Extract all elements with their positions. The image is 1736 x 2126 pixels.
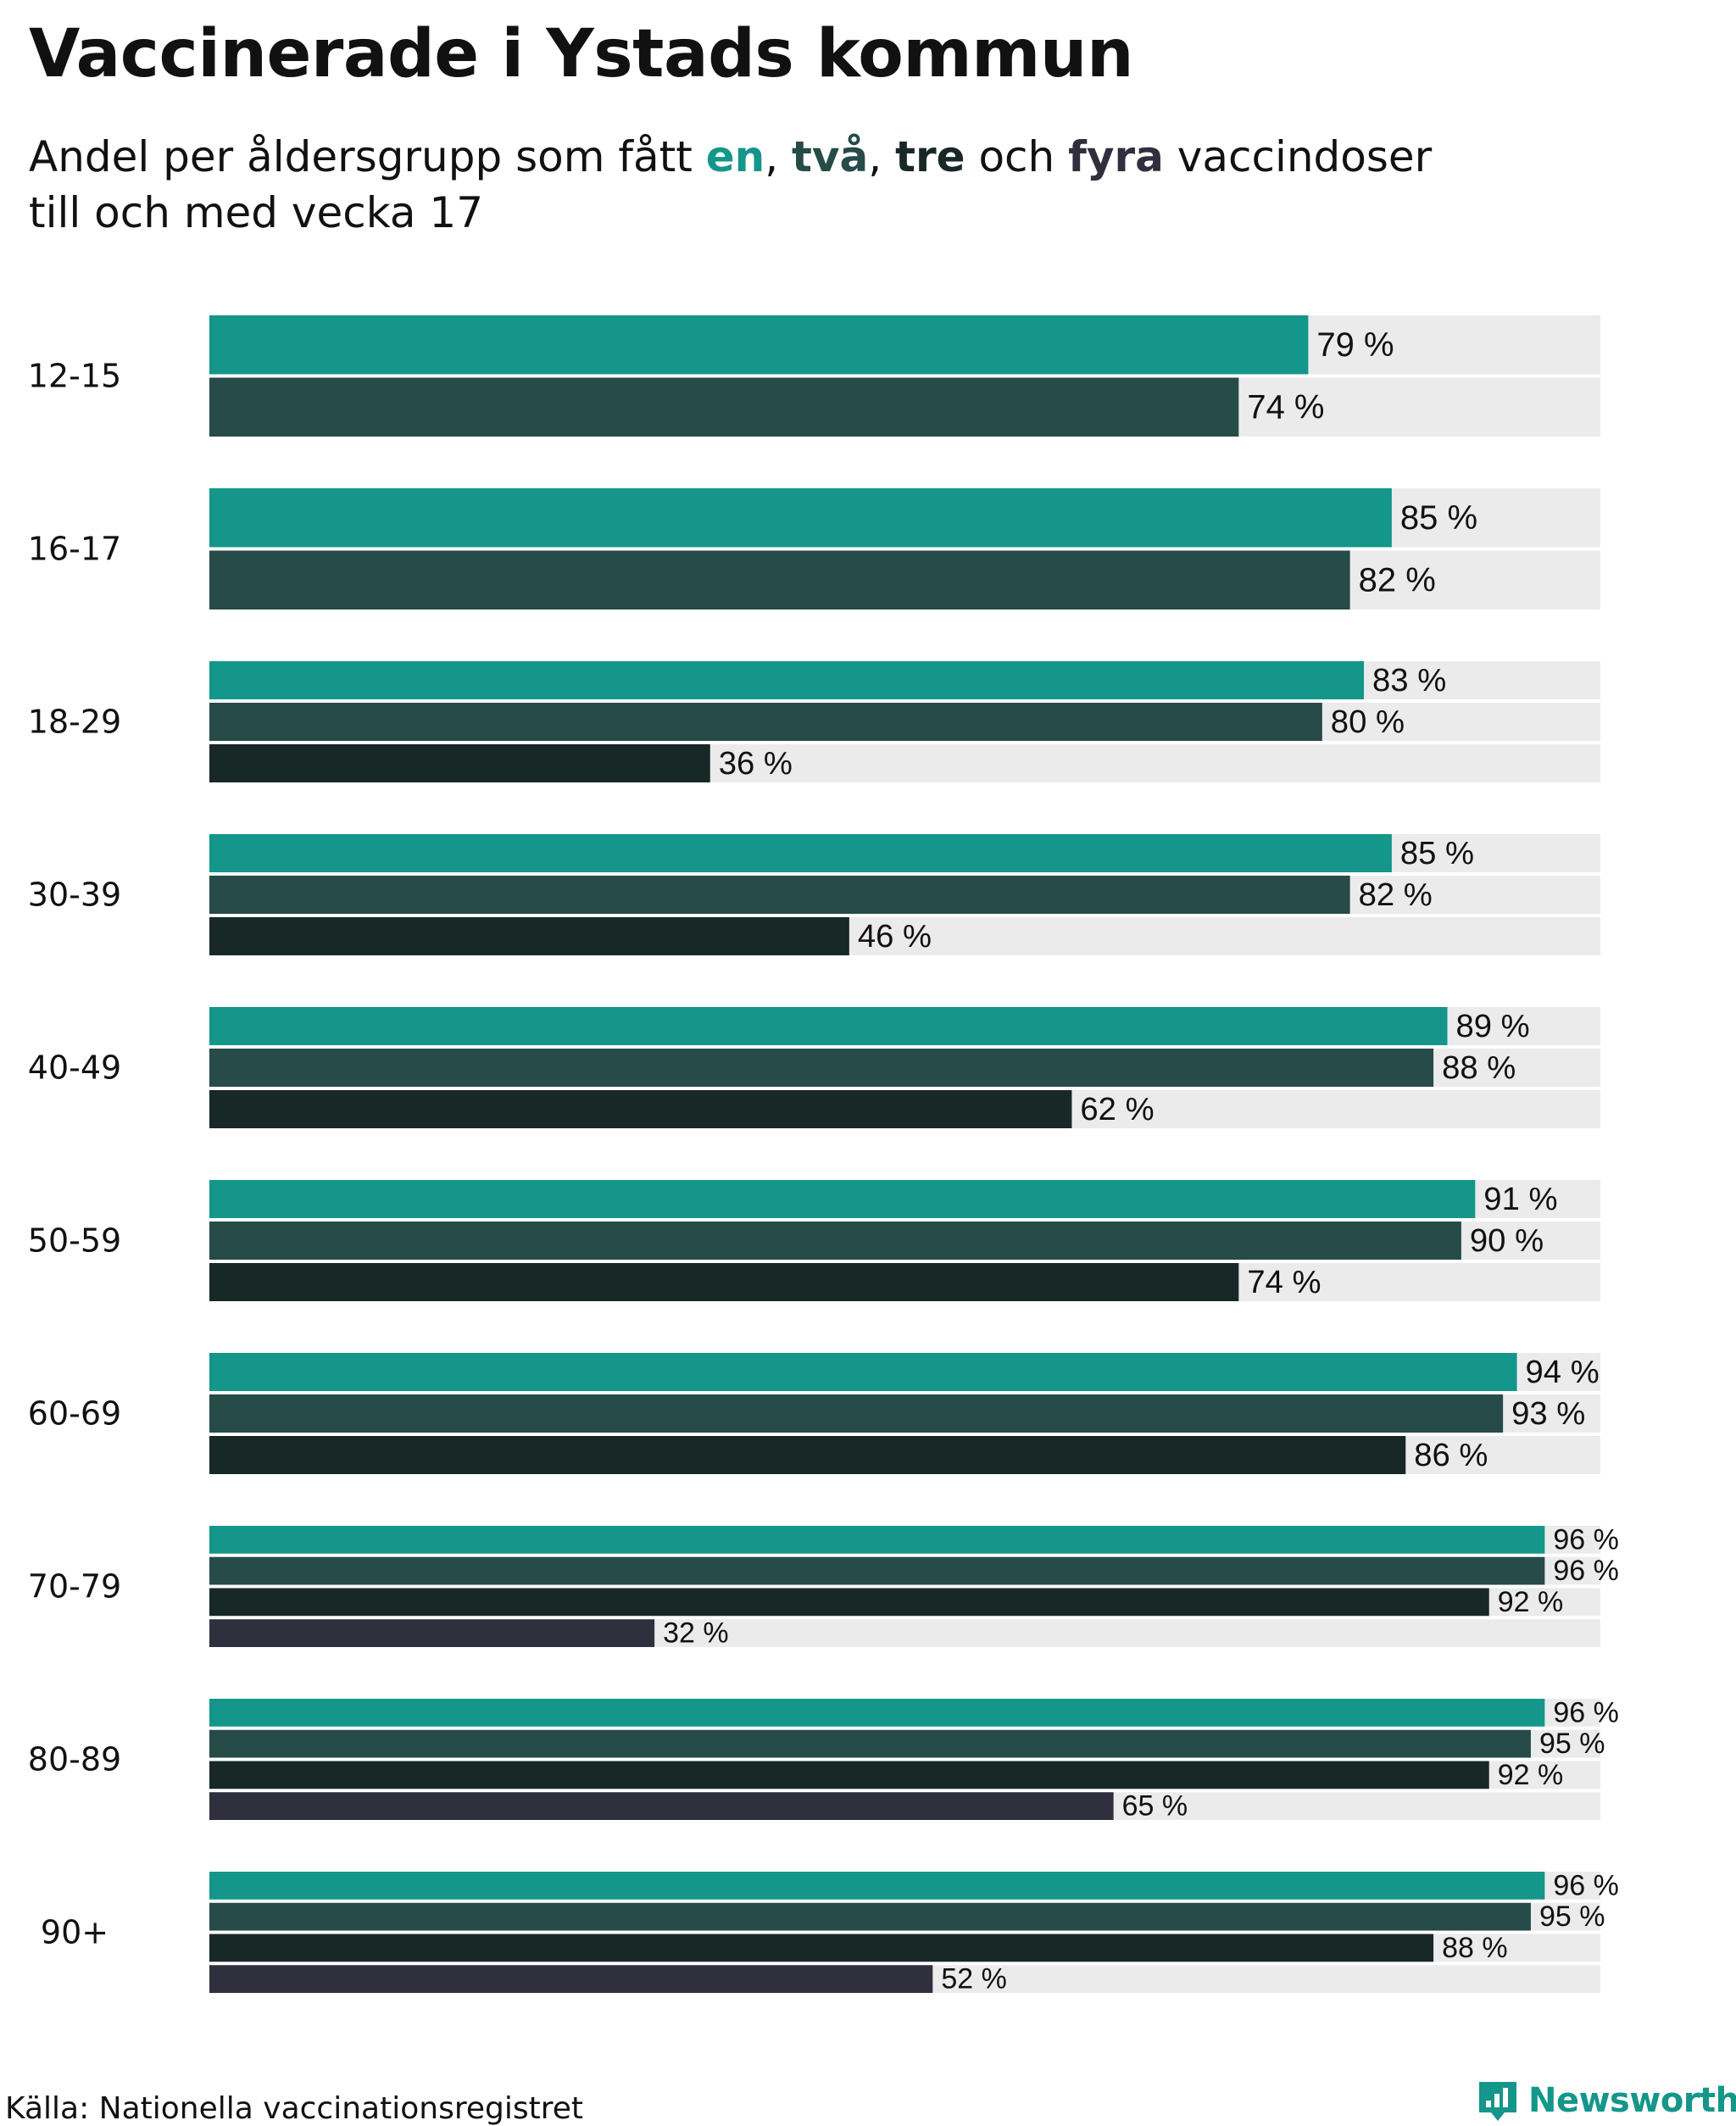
bar-two-doses: [209, 1049, 1434, 1087]
bar-two-doses: [209, 1222, 1461, 1260]
data-label: 96 %: [1553, 1523, 1619, 1556]
bar-chart: 12-15 79 % 74 % 16-17 85 % 82 % 18-29 83 % 80 % 3…: [28, 315, 1619, 1995]
bar-one-dose: [209, 488, 1392, 548]
data-label: 80 %: [1331, 704, 1405, 740]
data-label: 65 %: [1122, 1790, 1188, 1823]
data-label: 96 %: [1553, 1555, 1619, 1587]
subtitle-keyword-one-dose: en: [705, 132, 765, 181]
age-group-18-29: 18-29 83 % 80 % 36 %: [28, 661, 1600, 782]
subtitle-text: Andel per åldersgrupp som fått: [29, 132, 706, 181]
bar-one-dose: [209, 1526, 1545, 1554]
data-label: 85 %: [1400, 835, 1474, 871]
bar-one-dose: [209, 1007, 1448, 1045]
data-label: 86 %: [1414, 1437, 1488, 1473]
data-label: 74 %: [1247, 388, 1324, 426]
bar-three-doses: [209, 1761, 1489, 1789]
bar-three-doses: [209, 1436, 1406, 1474]
data-label: 32 %: [663, 1617, 729, 1650]
age-group-60-69: 60-69 94 % 93 % 86 %: [28, 1353, 1600, 1474]
bar-two-doses: [209, 550, 1350, 609]
subtitle-separator: ,: [765, 132, 793, 181]
data-label: 95 %: [1539, 1728, 1605, 1760]
data-label: 94 %: [1526, 1354, 1600, 1390]
data-label: 46 %: [858, 918, 932, 954]
bar-three-doses: [209, 1934, 1434, 1962]
bar-two-doses: [209, 1556, 1545, 1585]
bar-one-dose: [209, 1353, 1517, 1391]
bar-one-dose: [209, 834, 1392, 872]
data-label: 89 %: [1455, 1008, 1529, 1044]
bar-four-doses: [209, 1965, 933, 1993]
source-note: Källa: Nationella vaccinationsregistret: [5, 2091, 583, 2126]
data-label: 88 %: [1442, 1932, 1508, 1964]
category-label: 50-59: [28, 1222, 121, 1260]
bar-one-dose: [209, 315, 1309, 375]
bar-two-doses: [209, 1394, 1504, 1433]
logo-text: Newsworthy: [1528, 2081, 1736, 2120]
data-label: 91 %: [1483, 1181, 1557, 1217]
subtitle-separator: och: [965, 132, 1069, 181]
category-label: 90+: [41, 1914, 108, 1951]
data-label: 52 %: [941, 1963, 1007, 1995]
data-label: 88 %: [1442, 1049, 1516, 1086]
age-group-16-17: 16-17 85 % 82 %: [28, 488, 1600, 609]
age-group-80-89: 80-89 96 %95 %92 % 65 %: [28, 1696, 1619, 1822]
subtitle-text-line-2: till och med vecka 17: [29, 188, 484, 237]
age-group-90+: 90+ 96 %95 % 88 % 52 %: [41, 1869, 1619, 1995]
data-label: 96 %: [1553, 1696, 1619, 1728]
bar-two-doses: [209, 876, 1350, 914]
data-label: 92 %: [1498, 1586, 1564, 1618]
data-label: 82 %: [1359, 561, 1436, 598]
bar-one-dose: [209, 1180, 1476, 1218]
bar-two-doses: [209, 377, 1239, 437]
subtitle-text: vaccindoser: [1163, 132, 1433, 181]
category-label: 40-49: [28, 1049, 121, 1087]
data-label: 95 %: [1539, 1901, 1605, 1933]
data-label: 92 %: [1498, 1759, 1564, 1791]
bar-four-doses: [209, 1619, 655, 1647]
bar-two-doses: [209, 703, 1322, 741]
data-label: 96 %: [1553, 1869, 1619, 1901]
bar-three-doses: [209, 917, 849, 955]
data-label: 83 %: [1372, 662, 1446, 698]
data-label: 93 %: [1511, 1395, 1585, 1432]
age-group-12-15: 12-15 79 % 74 %: [28, 315, 1600, 437]
bar-three-doses: [209, 1263, 1239, 1301]
category-label: 30-39: [28, 877, 121, 914]
data-label: 85 %: [1400, 499, 1477, 537]
bar-two-doses: [209, 1729, 1531, 1758]
data-label: 74 %: [1247, 1264, 1321, 1300]
newsworthy-logo: Newsworthy: [1476, 2077, 1736, 2124]
data-label: 36 %: [719, 745, 793, 782]
category-label: 70-79: [28, 1568, 121, 1606]
data-label: 90 %: [1470, 1222, 1544, 1259]
category-label: 80-89: [28, 1741, 121, 1778]
bar-four-doses: [209, 1792, 1114, 1820]
age-group-50-59: 50-59 91 % 90 % 74 %: [28, 1180, 1600, 1301]
category-label: 16-17: [28, 531, 121, 568]
bar-one-dose: [209, 1872, 1545, 1900]
bar-three-doses: [209, 1588, 1489, 1617]
subtitle-keyword-four-doses: fyra: [1068, 132, 1164, 181]
data-label: 79 %: [1316, 326, 1394, 364]
age-group-40-49: 40-49 89 % 88 % 62 %: [28, 1007, 1600, 1128]
category-label: 18-29: [28, 704, 121, 741]
bar-three-doses: [209, 744, 710, 782]
bar-two-doses: [209, 1902, 1531, 1931]
subtitle-keyword-two-doses: två: [792, 132, 869, 181]
chart-subtitle: Andel per åldersgrupp som fått en, två, …: [29, 129, 1432, 241]
age-group-30-39: 30-39 85 % 82 % 46 %: [28, 834, 1600, 955]
bar-three-doses: [209, 1090, 1072, 1128]
subtitle-separator: ,: [868, 132, 896, 181]
newsworthy-chart-icon: [1479, 2082, 1516, 2121]
bar-one-dose: [209, 1699, 1545, 1727]
bar-one-dose: [209, 661, 1365, 699]
data-label: 82 %: [1359, 877, 1433, 913]
chart-title: Vaccinerade i Ystads kommun: [29, 16, 1133, 92]
category-label: 12-15: [28, 358, 121, 395]
data-label: 62 %: [1080, 1091, 1154, 1127]
subtitle-keyword-three-doses: tre: [895, 132, 965, 181]
category-label: 60-69: [28, 1395, 121, 1433]
